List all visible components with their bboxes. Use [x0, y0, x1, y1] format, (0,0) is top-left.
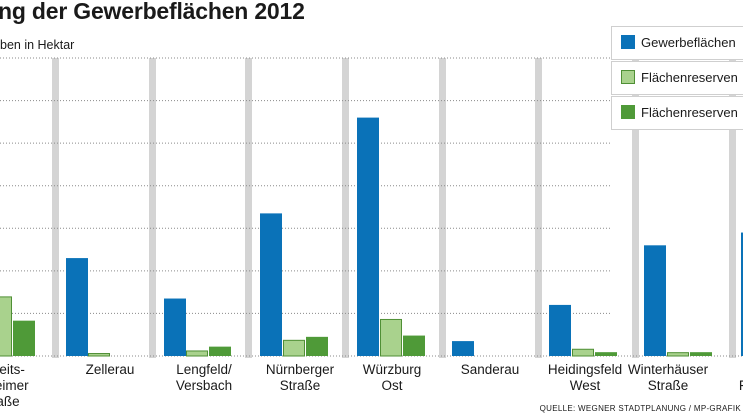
category-label-line: Straße [280, 378, 321, 393]
bar-flaechenreserven-dark [595, 352, 617, 356]
legend-item-gewerbeflaechen: Gewerbeflächen [611, 26, 743, 60]
category-separator [342, 58, 349, 358]
category-label-line: West [570, 378, 601, 393]
category-label-line: Versbach [176, 378, 232, 393]
legend-label: Flächenreserven [641, 70, 738, 85]
category-separator [245, 58, 252, 358]
category-separator [535, 58, 542, 358]
category-label: Veits-heimeraße [0, 362, 29, 409]
bar-gewerbeflaechen [357, 117, 379, 356]
bar-gewerbeflaechen [164, 298, 186, 356]
legend-item-flaechenreserven-dark: Flächenreserven [611, 96, 743, 130]
bar-gewerbeflaechen [644, 245, 666, 356]
bar-gewerbeflaechen [260, 213, 282, 356]
bar-gewerbeflaechen [549, 304, 571, 356]
chart-title: ng der Gewerbeflächen 2012 [0, 0, 305, 24]
category-label: Heidingsfeld West [548, 362, 622, 393]
legend-swatch-light-green [621, 70, 635, 84]
category-separator [632, 58, 639, 358]
legend-item-flaechenreserven-light: Flächenreserven [611, 61, 743, 95]
bar-flaechenreserven-dark [403, 335, 425, 356]
legend-label: Gewerbeflächen [641, 35, 736, 50]
bar-flaechenreserven-dark [13, 320, 35, 356]
category-separator [729, 58, 736, 358]
category-label-line: Zellerau [86, 362, 135, 377]
bar-flaechenreserven-light [667, 352, 689, 357]
bar-flaechenreserven-light [380, 318, 402, 357]
source-credit: QUELLE: WEGNER STADTPLANUNG / MP-GRAFIK [539, 404, 741, 413]
category-label: Winterhäuser Straße [628, 362, 709, 393]
category-label-line: F [739, 378, 743, 393]
category-label-line: Lengfeld/ [176, 362, 232, 377]
bar-flaechenreserven-light [0, 296, 12, 357]
bar-gewerbeflaechen [66, 258, 88, 356]
category-label-line: Winterhäuser [628, 362, 709, 377]
category-label-line: Straße [648, 378, 689, 393]
bar-gewerbeflaechen [452, 341, 474, 356]
bar-flaechenreserven-light [186, 350, 208, 357]
legend-swatch-blue [621, 35, 635, 49]
category-separator [439, 58, 446, 358]
category-label-line: Sanderau [461, 362, 520, 377]
category-label: Zellerau [86, 362, 135, 377]
category-label: Lengfeld/Versbach [176, 362, 232, 393]
legend-label: Flächenreserven [641, 105, 738, 120]
bar-flaechenreserven-dark [306, 336, 328, 356]
category-label-line: Veits- [0, 362, 25, 377]
bar-flaechenreserven-dark [209, 346, 231, 356]
legend-swatch-dark-green [621, 105, 635, 119]
category-label-line: heimer [0, 378, 29, 393]
category-label-line: Würzburg [363, 362, 422, 377]
category-separator [52, 58, 59, 358]
category-label-line: aße [0, 394, 20, 409]
bar-flaechenreserven-light [572, 348, 594, 357]
category-label-line: Nürnberger [266, 362, 335, 377]
bar-flaechenreserven-light [88, 353, 110, 357]
category-label: Nürnberger Straße [266, 362, 335, 393]
bar-flaechenreserven-light [283, 339, 305, 357]
bar-flaechenreserven-dark [690, 352, 712, 356]
category-label: Würzburg Ost [363, 362, 422, 393]
category-label: F [739, 378, 743, 393]
category-label: Sanderau [461, 362, 520, 377]
category-label-line: Heidingsfeld [548, 362, 622, 377]
category-label-line: Ost [381, 378, 402, 393]
bar-gewerbeflaechen [741, 232, 743, 356]
chart-subtitle: ben in Hektar [0, 38, 75, 52]
category-separator [149, 58, 156, 358]
